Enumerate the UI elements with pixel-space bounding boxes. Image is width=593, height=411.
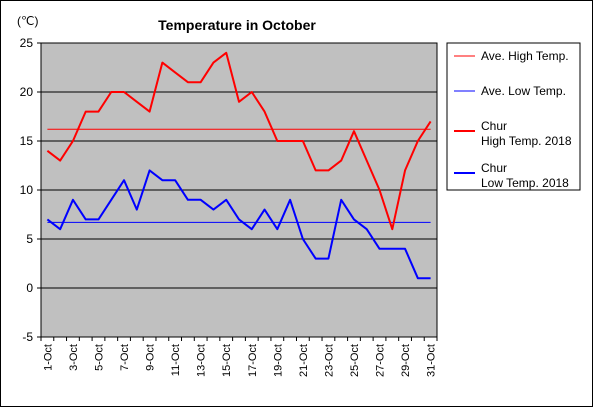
x-axis-ticks: 1-Oct 3-Oct 5-Oct 7-Oct 9-Oct 11-Oct 13-Oct 15-… bbox=[40, 337, 438, 377]
x-tick-label: 5-Oct bbox=[93, 344, 105, 371]
y-tick-label: 20 bbox=[20, 85, 34, 99]
y-tick-label: 15 bbox=[20, 134, 34, 148]
series-lines bbox=[46, 51, 432, 280]
x-tick-label: 15-Oct bbox=[221, 344, 233, 377]
x-tick-label: 9-Oct bbox=[145, 344, 157, 371]
x-tick-label: 17-Oct bbox=[247, 344, 259, 377]
x-tick-label: 11-Oct bbox=[170, 344, 182, 376]
series-line-4 bbox=[46, 169, 431, 280]
legend-box bbox=[446, 42, 581, 191]
x-tick-label: 29-Oct bbox=[400, 344, 412, 377]
legend-label-line: High Temp. 2018 bbox=[481, 134, 572, 148]
legend-label-4: Chur Low Temp. 2018 bbox=[481, 161, 569, 190]
chart-title: Temperature in October bbox=[158, 17, 316, 33]
y-tick-label: -5 bbox=[22, 330, 33, 344]
legend-label-3: Chur High Temp. 2018 bbox=[481, 119, 572, 148]
legend-label-line: Chur bbox=[481, 161, 507, 175]
y-tick-label: 10 bbox=[20, 183, 34, 197]
x-tick-label: 31-Oct bbox=[426, 344, 438, 377]
legend-label-line: Low Temp. 2018 bbox=[481, 176, 569, 190]
x-tick-label: 27-Oct bbox=[375, 344, 387, 377]
legend-label-line: Chur bbox=[481, 119, 507, 133]
legend-label-2: Ave. Low Temp. bbox=[481, 84, 566, 98]
x-tick-label: 19-Oct bbox=[272, 344, 284, 377]
series-line-3 bbox=[46, 51, 432, 231]
y-axis-unit-label: (℃) bbox=[17, 14, 38, 28]
grid-lines bbox=[41, 91, 437, 289]
x-tick-label: 3-Oct bbox=[68, 344, 80, 371]
y-tick-label: 5 bbox=[26, 232, 33, 246]
x-tick-label: 21-Oct bbox=[298, 344, 310, 377]
legend-label-line: Ave. Low Temp. bbox=[481, 84, 566, 98]
y-axis-ticks: 25 20 15 10 5 0 -5 bbox=[20, 36, 41, 344]
legend-label-line: Ave. High Temp. bbox=[481, 49, 569, 63]
y-tick-label: 0 bbox=[26, 281, 33, 295]
legend-label-1: Ave. High Temp. bbox=[481, 49, 569, 63]
x-tick-label: 7-Oct bbox=[119, 344, 131, 371]
x-tick-label: 25-Oct bbox=[349, 344, 361, 377]
legend: Ave. High Temp.Ave. Low Temp.Chur High Te… bbox=[454, 49, 572, 190]
x-tick-label: 13-Oct bbox=[196, 344, 208, 377]
y-tick-label: 25 bbox=[20, 36, 34, 50]
x-tick-label: 23-Oct bbox=[323, 344, 335, 377]
x-tick-label: 1-Oct bbox=[42, 344, 54, 371]
